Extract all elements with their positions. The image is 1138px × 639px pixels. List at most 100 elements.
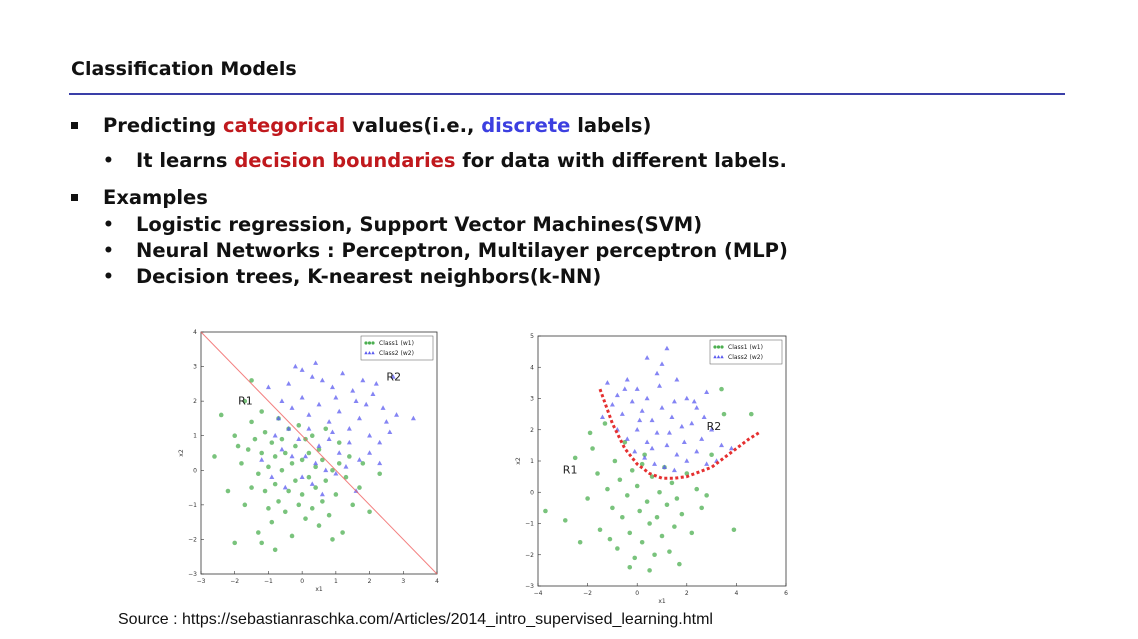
- class2-point: [326, 436, 332, 441]
- highlight-discrete: discrete: [481, 114, 571, 137]
- class1-point: [293, 478, 298, 483]
- class1-point: [313, 464, 318, 470]
- class2-point: [394, 412, 400, 417]
- class1-point: [326, 512, 332, 518]
- class1-point: [336, 440, 342, 445]
- class2-point: [367, 450, 373, 455]
- class1-point: [605, 486, 610, 492]
- class1-point: [642, 452, 647, 458]
- scatter-plot-nonlinear: −4 −2 0 2 4 6 −3 −2 −1 0 1 2 3 4 5 x1 x2 R1 R2 Class1 (w1) C…: [515, 333, 788, 603]
- class2-point: [719, 442, 725, 448]
- class1-point: [590, 446, 595, 451]
- class1-point: [272, 547, 278, 553]
- y-tick-label: 3: [193, 364, 197, 371]
- class1-point: [637, 508, 642, 514]
- class2-point: [313, 360, 319, 365]
- y-tick-label: 2: [530, 427, 534, 434]
- class2-point: [681, 439, 687, 445]
- example-item: • Decision trees, K-nearest neighbors(k-…: [70, 264, 1070, 290]
- class2-point: [319, 491, 325, 497]
- class1-point: [282, 450, 288, 456]
- class2-point: [286, 381, 292, 386]
- class2-point: [299, 474, 305, 479]
- class2-point: [622, 386, 628, 391]
- class1-point: [340, 530, 345, 535]
- class2-point: [316, 401, 322, 407]
- class2-point: [679, 423, 685, 429]
- class2-point: [652, 461, 658, 466]
- class1-point: [249, 378, 254, 383]
- class1-point: [289, 461, 295, 466]
- class1-point: [259, 409, 264, 414]
- legend-class2-icon: [713, 355, 717, 359]
- legend-entry: Class2 (w2): [728, 354, 763, 361]
- legend-class2-icon: [720, 355, 724, 359]
- class1-point: [585, 496, 590, 501]
- y-tick-label: −2: [188, 536, 197, 543]
- class2-point: [296, 436, 302, 441]
- class1-point: [306, 474, 312, 480]
- class1-point: [647, 521, 652, 526]
- class2-point: [380, 405, 386, 410]
- class1-point: [627, 530, 633, 536]
- bullet-text: values(i.e.,: [345, 114, 482, 137]
- class2-point: [694, 448, 700, 454]
- legend-class1-icon: [716, 345, 721, 349]
- plot-frame: [537, 335, 787, 587]
- class2-point: [632, 448, 638, 454]
- x-tick-label: 2: [368, 578, 372, 585]
- class1-point: [296, 502, 302, 508]
- class1-point: [677, 561, 682, 567]
- class1-point: [343, 474, 349, 480]
- class1-point: [667, 549, 672, 554]
- class2-point: [684, 395, 690, 401]
- y-tick-label: −3: [525, 583, 534, 590]
- class2-point: [619, 411, 625, 416]
- x-tick-label: −4: [534, 590, 543, 597]
- class2-point: [664, 442, 670, 448]
- class1-point: [543, 508, 548, 514]
- class2-point: [269, 474, 275, 479]
- class1-point: [252, 436, 258, 442]
- y-tick-label: 4: [193, 329, 197, 336]
- class1-point: [615, 546, 620, 551]
- bullet-predicting: Predicting categorical values(i.e., disc…: [70, 112, 1070, 148]
- class1-point: [672, 524, 677, 529]
- class1-point: [652, 552, 657, 558]
- class2-point: [299, 367, 305, 372]
- class2-point: [410, 415, 416, 421]
- legend-entry: Class1 (w1): [728, 344, 763, 351]
- decision-boundary-line: [200, 331, 438, 575]
- class1-point: [309, 433, 315, 439]
- class1-point: [709, 452, 714, 458]
- legend-entry: Class1 (w1): [379, 340, 414, 347]
- class2-point: [292, 363, 298, 369]
- bullet-text: Predicting: [103, 114, 223, 137]
- example-text: Neural Networks : Perceptron, Multilayer…: [136, 239, 788, 262]
- class1-point: [212, 454, 217, 459]
- y-tick-label: 0: [193, 467, 197, 474]
- class2-point: [634, 386, 640, 391]
- class2-point: [390, 374, 396, 379]
- class2-point: [289, 453, 295, 459]
- class2-point: [674, 451, 680, 457]
- legend-class2-icon: [716, 355, 721, 359]
- class1-point: [269, 440, 275, 445]
- class2-point: [387, 429, 393, 435]
- class2-point: [671, 467, 677, 473]
- class2-point: [599, 414, 605, 420]
- class2-point: [353, 398, 359, 403]
- class2-point: [649, 445, 655, 451]
- class2-point: [634, 426, 640, 432]
- highlight-decision-boundaries: decision boundaries: [234, 149, 456, 172]
- class1-point: [320, 457, 325, 463]
- class1-point: [259, 540, 264, 546]
- class1-point: [377, 471, 382, 477]
- class2-point: [728, 445, 734, 451]
- dot-bullet-icon: •: [103, 151, 114, 171]
- class1-point: [303, 516, 308, 521]
- class2-point: [272, 432, 278, 438]
- class2-point: [346, 439, 352, 445]
- class2-point: [289, 405, 295, 410]
- class2-point: [286, 426, 292, 431]
